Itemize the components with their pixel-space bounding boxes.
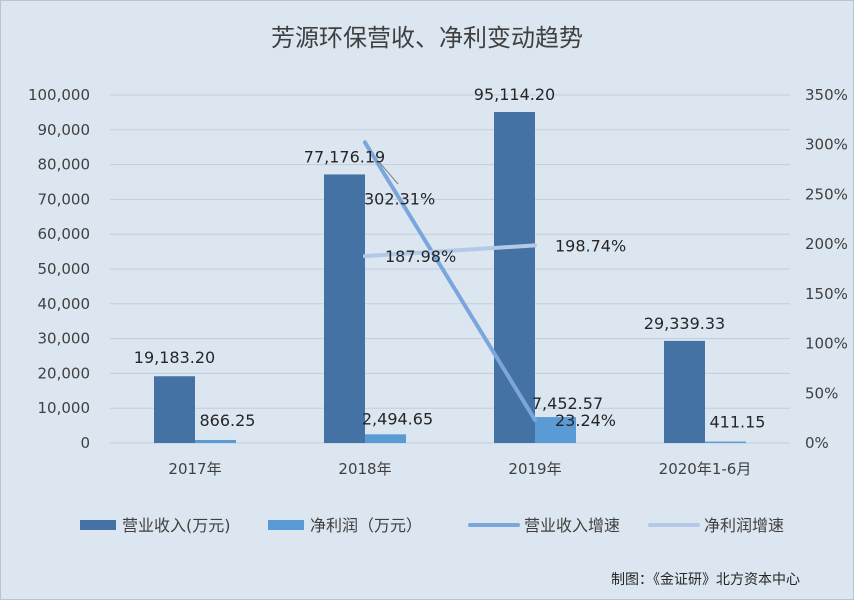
line-point [533, 243, 537, 248]
legend-label: 营业收入增速 [524, 516, 620, 535]
data-label: 411.15 [710, 413, 766, 432]
chart-title: 芳源环保营收、净利变动趋势 [271, 24, 583, 52]
legend-label: 净利润（万元） [310, 516, 422, 535]
data-label: 866.25 [200, 411, 256, 430]
line-point [363, 140, 367, 145]
data-label: 95,114.20 [474, 85, 555, 104]
data-label: 77,176.19 [304, 147, 385, 166]
y2-tick-label: 200% [805, 235, 848, 253]
gridlines [110, 94, 790, 444]
y2-tick-label: 350% [805, 86, 848, 104]
data-label: 302.31% [364, 189, 435, 208]
legend-swatch [80, 520, 116, 530]
line-point [363, 254, 367, 259]
legend: 营业收入(万元) 净利润（万元） 营业收入增速 净利润增速 [80, 516, 784, 535]
data-label: 23.24% [555, 411, 616, 430]
bars [154, 112, 746, 443]
data-label: 7,452.57 [532, 394, 603, 413]
data-label: 187.98% [385, 247, 456, 266]
y-tick-label: 10,000 [38, 399, 91, 417]
legend-swatch [268, 520, 304, 530]
bar-net-profit [365, 434, 406, 443]
y-tick-label: 90,000 [38, 121, 91, 139]
x-axis: 2017年 2018年 2019年 2020年1-6月 [168, 460, 751, 478]
y2-tick-label: 300% [805, 136, 848, 154]
data-label: 29,339.33 [644, 314, 725, 333]
y2-tick-label: 150% [805, 285, 848, 303]
data-label: 19,183.20 [134, 348, 215, 367]
lines [363, 140, 537, 422]
bar-revenue [324, 174, 365, 443]
y-tick-label: 0 [80, 434, 90, 452]
line-point [533, 417, 537, 422]
y2-tick-label: 0% [805, 434, 829, 452]
y-tick-label: 60,000 [38, 225, 91, 243]
bar-net-profit [535, 417, 576, 443]
x-tick-label: 2017年 [168, 460, 221, 478]
source-note: 制图：《金证研》北方资本中心 [611, 572, 800, 588]
right-axis: 0% 50% 100% 150% 200% 250% 300% 350% [805, 86, 848, 452]
y-tick-label: 40,000 [38, 295, 91, 313]
y2-tick-label: 100% [805, 335, 848, 353]
legend-label: 净利润增速 [704, 516, 784, 535]
bar-net-profit [705, 441, 746, 443]
y-tick-label: 80,000 [38, 156, 91, 174]
label-leader-line [379, 162, 399, 185]
bar-net-profit [195, 439, 236, 443]
data-label: 2,494.65 [362, 409, 433, 428]
x-tick-label: 2018年 [338, 460, 391, 478]
bar-revenue [494, 112, 535, 443]
revenue-growth-line [363, 140, 537, 422]
x-tick-label: 2020年1-6月 [659, 460, 752, 478]
left-axis: 0 10,000 20,000 30,000 40,000 50,000 60,000 70,… [28, 86, 90, 452]
y2-tick-label: 250% [805, 185, 848, 203]
y-tick-label: 50,000 [38, 260, 91, 278]
y-tick-label: 20,000 [38, 364, 91, 382]
bar-revenue [154, 376, 195, 443]
x-tick-label: 2019年 [508, 460, 561, 478]
legend-label: 营业收入(万元) [122, 516, 231, 535]
y2-tick-label: 50% [805, 384, 838, 402]
y-tick-label: 100,000 [28, 86, 90, 104]
bar-revenue [664, 340, 705, 443]
y-tick-label: 30,000 [38, 330, 91, 348]
data-label: 198.74% [555, 236, 626, 255]
net-profit-growth-line [363, 243, 537, 259]
y-tick-label: 70,000 [38, 190, 91, 208]
data-labels: 19,183.20 77,176.19 95,114.20 29,339.33 866.… [134, 85, 766, 432]
